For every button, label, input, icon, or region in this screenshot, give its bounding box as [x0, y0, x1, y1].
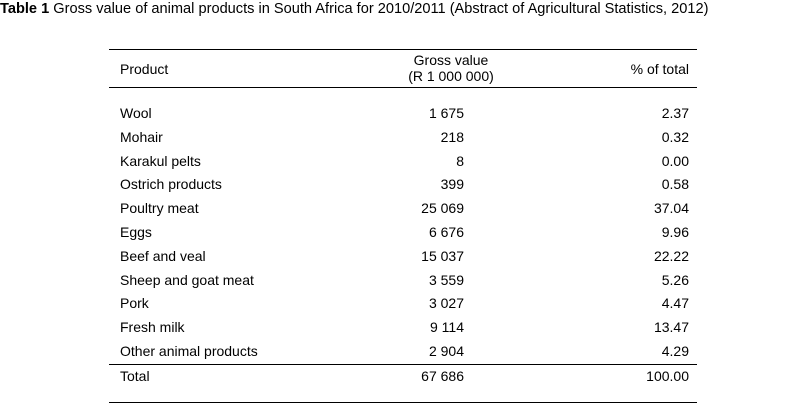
- total-percent: 100.00: [646, 368, 689, 384]
- row-percent: 9.96: [661, 224, 689, 240]
- total-value: 67 686: [421, 368, 464, 384]
- row-gross-value: 3 027: [428, 295, 464, 311]
- row-percent: 2.37: [661, 105, 689, 121]
- row-gross-value: 9 114: [430, 319, 464, 335]
- row-product: Pork: [120, 295, 149, 311]
- table-bottom-rule: [109, 402, 697, 403]
- row-product: Eggs: [120, 224, 152, 240]
- row-percent: 37.04: [653, 200, 689, 216]
- row-product: Beef and veal: [120, 248, 206, 264]
- row-percent: 4.47: [661, 295, 689, 311]
- row-percent: 0.58: [661, 176, 689, 192]
- header-gross-value: Gross value: [413, 52, 489, 68]
- row-gross-value: 218: [440, 129, 464, 145]
- row-product: Other animal products: [120, 343, 258, 359]
- total-rule: [109, 364, 697, 365]
- row-gross-value: 399: [440, 176, 464, 192]
- row-product: Poultry meat: [120, 200, 199, 216]
- row-percent: 13.47: [653, 319, 689, 335]
- table-top-rule: [109, 49, 697, 50]
- header-product: Product: [120, 61, 169, 77]
- row-gross-value: 3 559: [428, 272, 464, 288]
- total-label: Total: [120, 368, 150, 384]
- row-gross-value: 6 676: [428, 224, 464, 240]
- row-gross-value: 25 069: [421, 200, 464, 216]
- table-caption: Table 1 Gross value of animal products i…: [0, 1, 806, 18]
- row-product: Fresh milk: [120, 319, 185, 335]
- header-rule: [109, 87, 697, 88]
- row-percent: 4.29: [661, 343, 689, 359]
- row-product: Wool: [120, 105, 152, 121]
- row-percent: 5.26: [661, 272, 689, 288]
- header-percent-total: % of total: [630, 61, 689, 77]
- row-gross-value: 2 904: [428, 343, 464, 359]
- table-caption-label: Table 1: [0, 1, 50, 17]
- row-percent: 0.32: [661, 129, 689, 145]
- header-gross-value-unit: (R 1 000 000): [408, 68, 494, 84]
- row-percent: 22.22: [653, 248, 689, 264]
- row-product: Karakul pelts: [120, 153, 201, 169]
- row-product: Sheep and goat meat: [120, 272, 254, 288]
- row-gross-value: 15 037: [421, 248, 464, 264]
- row-gross-value: 8: [456, 153, 464, 169]
- table-caption-text: Gross value of animal products in South …: [53, 1, 709, 17]
- row-percent: 0.00: [661, 153, 689, 169]
- row-gross-value: 1 675: [428, 105, 464, 121]
- row-product: Mohair: [120, 129, 163, 145]
- row-product: Ostrich products: [120, 176, 222, 192]
